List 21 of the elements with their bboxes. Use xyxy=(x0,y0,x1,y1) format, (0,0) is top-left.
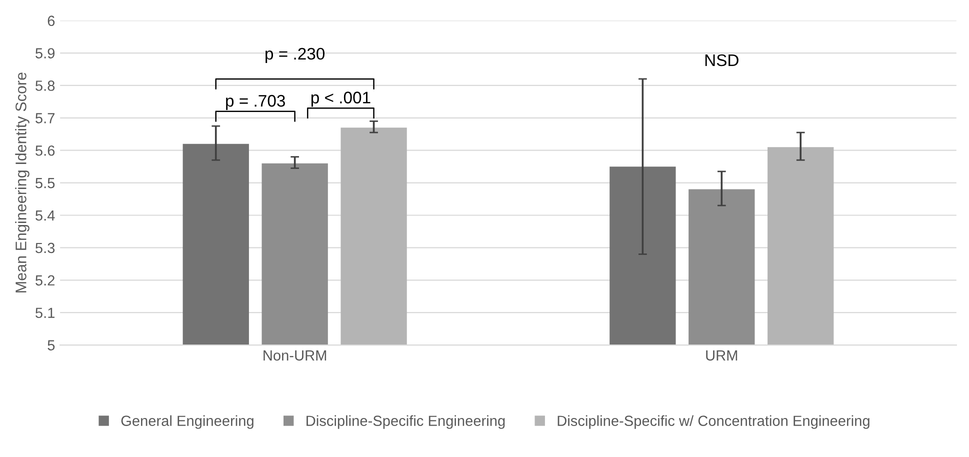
y-tick-label: 5.1 xyxy=(36,308,55,318)
y-tick-label: 5.9 xyxy=(36,48,55,58)
y-tick-label: 5 xyxy=(48,340,55,350)
annotation: NSD xyxy=(705,54,738,66)
y-axis-title: Mean Engineering Identity Score xyxy=(15,72,30,292)
annotation: p = .703 xyxy=(226,94,285,110)
y-tick-label: 5.8 xyxy=(36,80,55,91)
y-tick-label: 5.5 xyxy=(36,178,55,188)
y-tick-label: 5.2 xyxy=(36,275,54,286)
y-tick-label: 5.6 xyxy=(36,145,55,156)
annotation: p < .001 xyxy=(311,92,370,107)
x-tick-label: URM xyxy=(706,350,738,361)
annotation: p = .230 xyxy=(266,48,325,63)
legend-label: Discipline-Specific Engineering xyxy=(306,415,505,429)
y-tick-label: 5.7 xyxy=(36,113,54,124)
legend-label: General Engineering xyxy=(121,415,254,429)
y-tick-label: 5.4 xyxy=(36,210,55,221)
y-tick-label: 6 xyxy=(48,16,55,26)
y-tick-label: 5.3 xyxy=(36,242,55,254)
x-tick-label: Non-URM xyxy=(264,350,326,361)
legend-label: Discipline-Specific w/ Concentration Engineering xyxy=(558,415,870,429)
